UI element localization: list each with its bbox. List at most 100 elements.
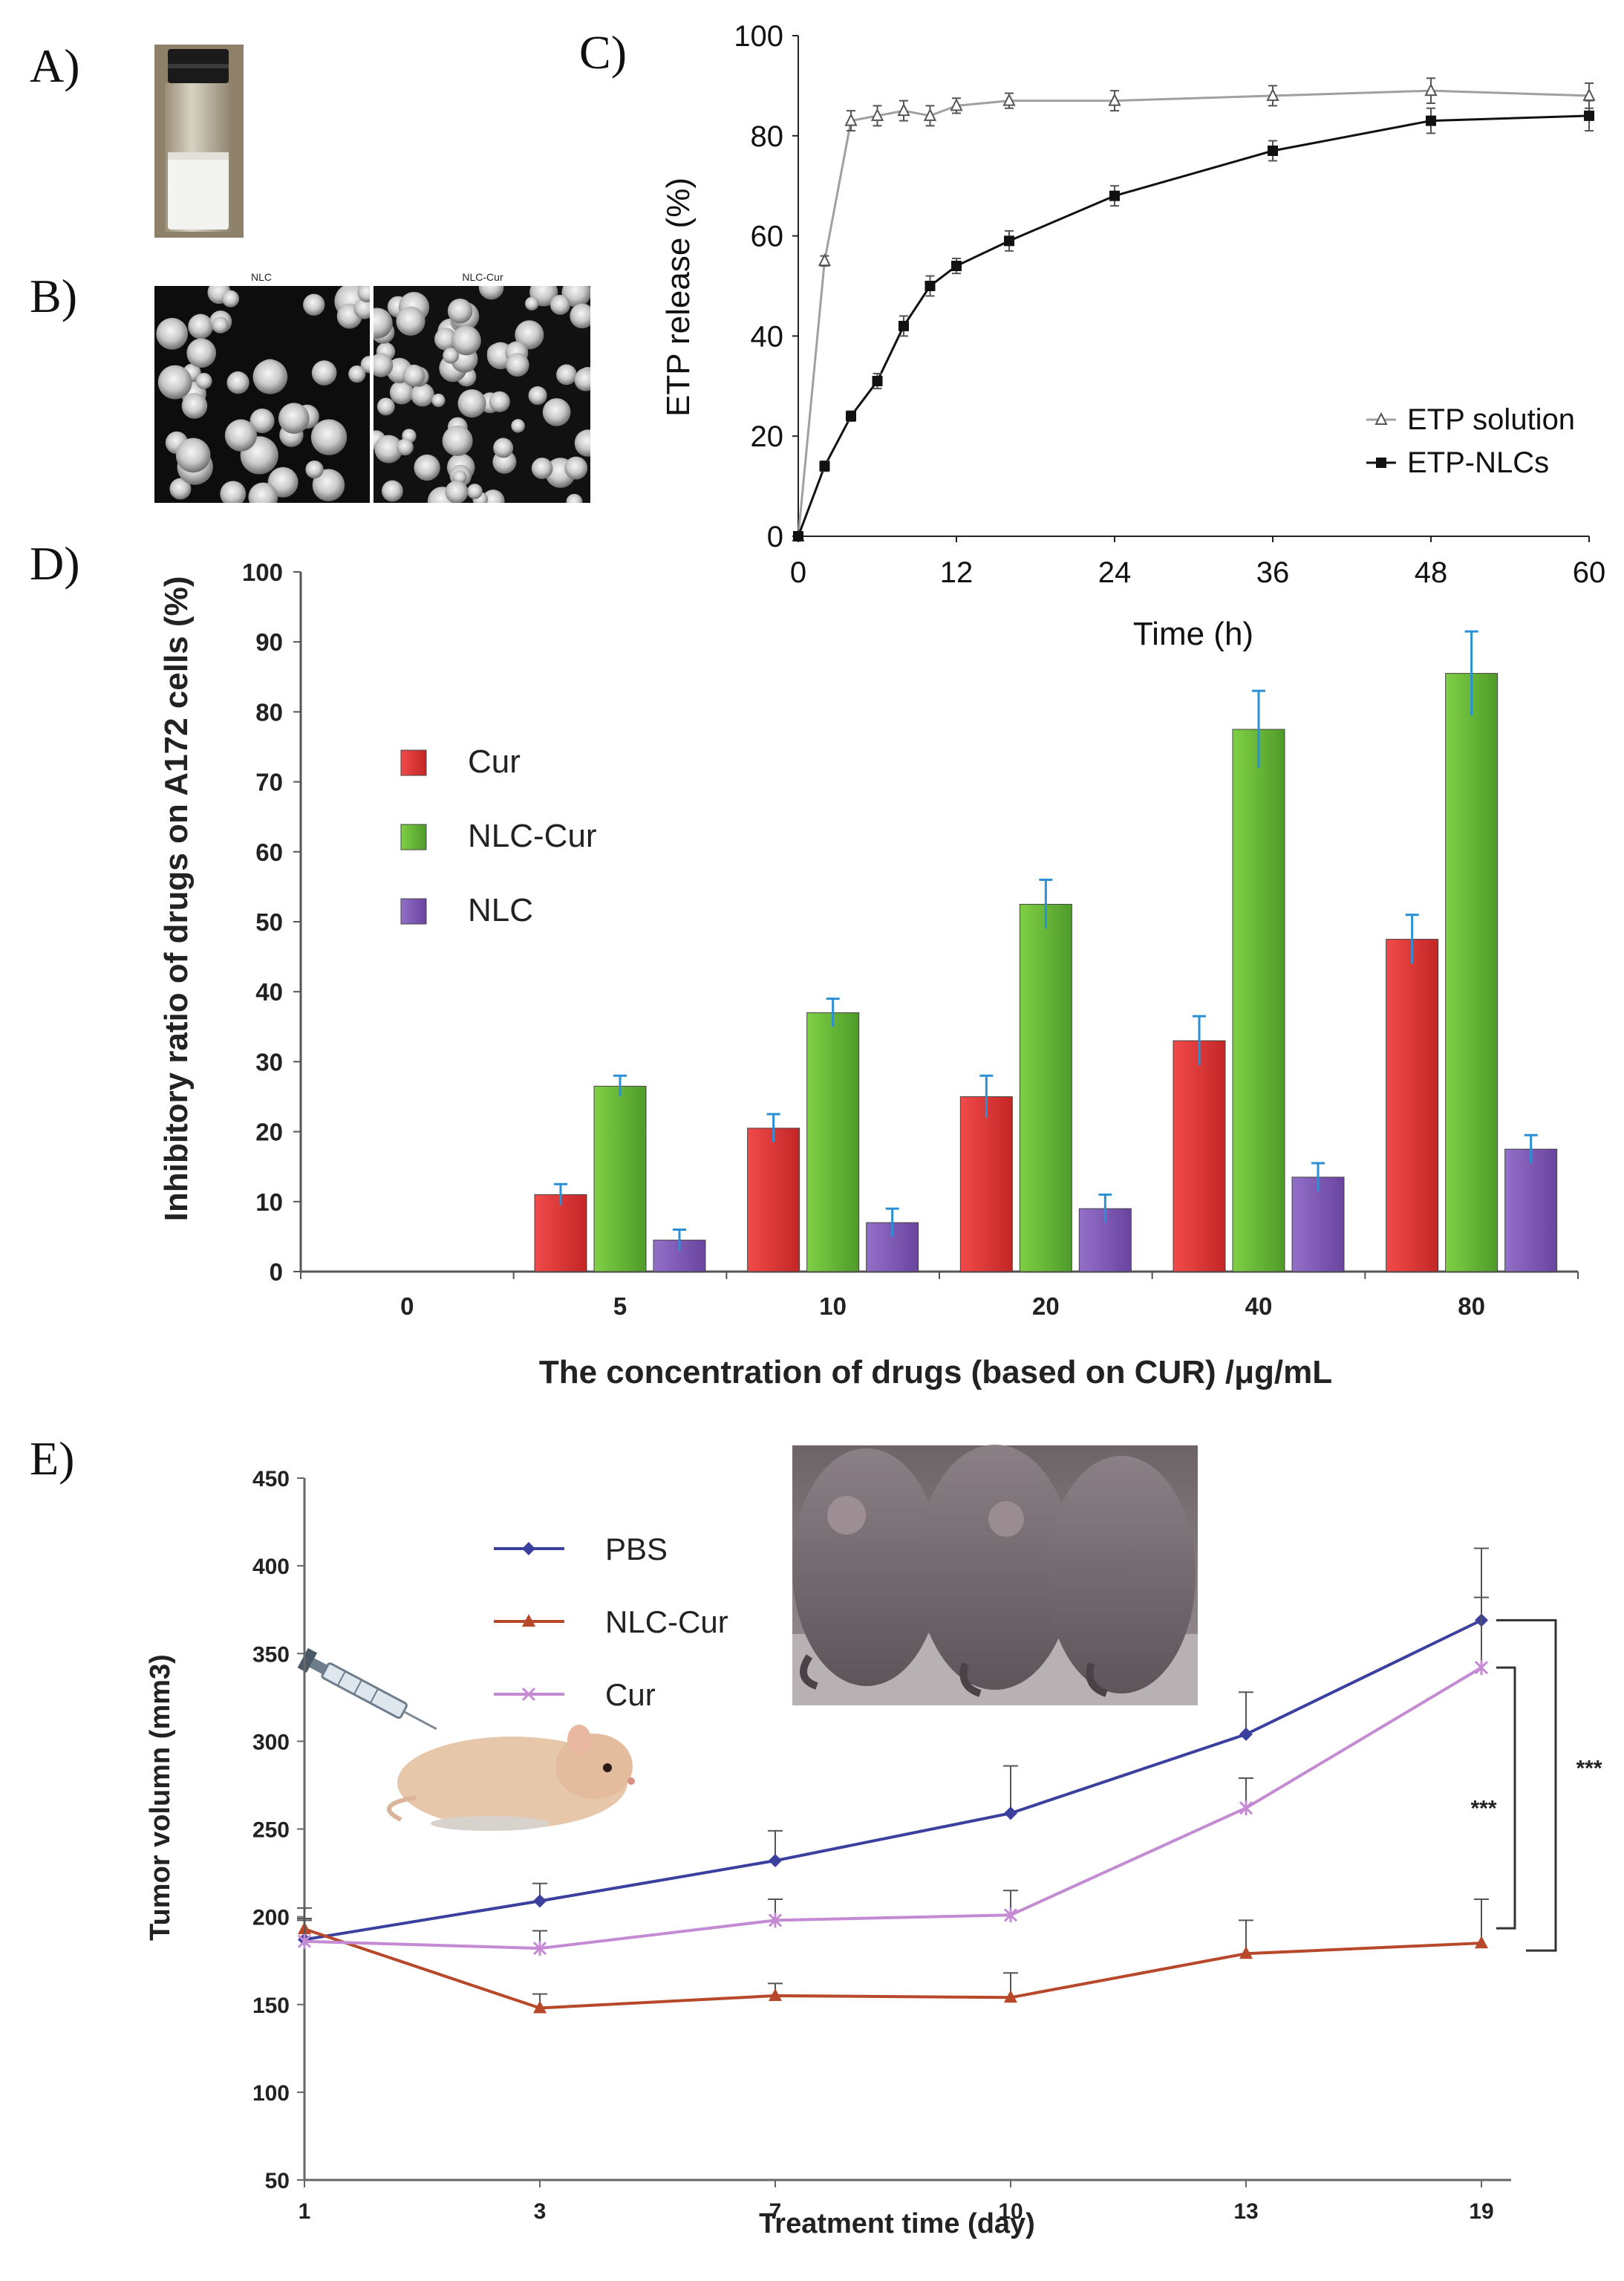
- nanoparticle: [310, 419, 348, 455]
- chart-d-legend-label: NLC: [468, 892, 533, 928]
- nanoparticle: [511, 419, 525, 433]
- nanoparticle: [221, 290, 240, 308]
- chart-d-bar-cur: [1173, 1040, 1226, 1272]
- chart-c-legend-marker: [1374, 411, 1388, 425]
- chart-c-legend-label: ETP solution: [1407, 403, 1575, 436]
- nanoparticle: [250, 409, 275, 434]
- chart-e-xlabel: Treatment time (day): [759, 2208, 1035, 2239]
- significance-bracket-inner: [1496, 1666, 1516, 1930]
- nanoparticle: [457, 389, 486, 418]
- chart-c-ylabel: ETP release (%): [660, 178, 697, 417]
- nanoparticle: [376, 397, 395, 416]
- nanoparticle: [542, 398, 571, 426]
- chart-e-x-tick-label: 1: [299, 2199, 311, 2224]
- chart-e-point-nlc-cur: [1004, 1990, 1017, 2003]
- chart-c-y-tick-label: 100: [734, 20, 783, 53]
- nanoparticle: [451, 325, 481, 356]
- chart-d-legend-swatch: [400, 824, 427, 850]
- chart-d-bar-nlc: [1504, 1148, 1558, 1272]
- chart-e-point-nlc-cur: [533, 2000, 547, 2014]
- chart-c-y-tick-label: 40: [751, 320, 784, 353]
- chart-e-point-pbs: [1004, 1806, 1017, 1820]
- nanoparticle: [252, 359, 288, 394]
- chart-e-x-tick-label: 3: [534, 2199, 547, 2224]
- chart-e-y-tick-label: 50: [265, 2169, 290, 2193]
- chart-e-y-tick-label: 450: [252, 1467, 290, 1491]
- chart-c-point-etp-solution: [950, 98, 963, 111]
- nanoparticle: [195, 372, 212, 390]
- chart-e-point-nlc-cur: [1239, 1946, 1253, 1959]
- nanoparticle: [157, 365, 192, 400]
- chart-c-point-etp-solution: [1266, 88, 1279, 101]
- chart-d-y-tick-label: 10: [255, 1188, 283, 1216]
- chart-d-y-tick-label: 60: [255, 839, 283, 866]
- chart-e-x-tick-label: 13: [1233, 2199, 1258, 2224]
- nanoparticle: [397, 438, 414, 456]
- chart-c-point-etp-solution: [1002, 93, 1016, 106]
- chart-e-series-line: [304, 1666, 1483, 1950]
- nanoparticle: [348, 365, 366, 383]
- chart-e-y-tick-label: 150: [252, 1994, 290, 2018]
- chart-e-point-pbs: [769, 1854, 782, 1868]
- tem-image-nlc: NLC: [154, 271, 370, 503]
- vial-photo: [154, 45, 244, 238]
- chart-c-y-tick-label: 60: [751, 221, 784, 253]
- chart-c-point-etp-nlcs: [951, 261, 962, 272]
- nanoparticle: [212, 316, 229, 333]
- nanoparticle: [305, 460, 324, 479]
- chart-e-series-line: [304, 1618, 1482, 1942]
- nanoparticle: [374, 435, 403, 463]
- nanoparticle: [156, 317, 189, 350]
- chart-e-point-nlc-cur: [769, 1988, 782, 2001]
- nanoparticle: [411, 383, 434, 407]
- chart-e-y-tick-label: 200: [252, 1906, 290, 1930]
- chart-c-point-etp-solution: [818, 253, 832, 267]
- nanoparticle: [414, 454, 440, 481]
- chart-d-bar-nlc-cur: [593, 1085, 647, 1272]
- chart-e-legend-label: Cur: [605, 1677, 656, 1712]
- panel-label-d: D): [30, 537, 80, 590]
- chart-e-point-cur: [768, 1913, 783, 1928]
- chart-c-point-etp-solution: [897, 103, 910, 117]
- chart-e-y-tick-label: 250: [252, 1818, 290, 1843]
- chart-e-point-cur: [532, 1941, 547, 1956]
- chart-e-ylabel: Tumor volumn (mm3): [145, 1654, 176, 1941]
- chart-d-bar-cur: [1386, 939, 1439, 1272]
- chart-d-ylabel: Inhibitory ratio of drugs on A172 cells …: [158, 576, 195, 1222]
- chart-c-point-etp-solution: [923, 108, 937, 121]
- chart-e-x-tick-label: 19: [1469, 2199, 1493, 2224]
- nanoparticle: [524, 296, 539, 311]
- nanoparticle: [303, 293, 325, 316]
- nanoparticle: [431, 393, 446, 408]
- nanoparticle: [445, 481, 469, 503]
- chart-e-legend-marker: [522, 1542, 535, 1555]
- chart-d-x-tick-label: 10: [819, 1292, 847, 1320]
- nanoparticle: [493, 437, 514, 458]
- nanoparticle: [515, 320, 544, 350]
- nanoparticle: [570, 303, 590, 329]
- chart-d-y-tick-label: 90: [255, 628, 283, 656]
- chart-c-y-tick-label: 20: [751, 420, 784, 453]
- chart-d-y-tick-label: 0: [270, 1258, 283, 1286]
- chart-c-xlabel: Time (h): [1133, 616, 1253, 652]
- chart-d-y-tick-label: 80: [255, 698, 283, 726]
- chart-c-point-etp-nlcs: [1109, 190, 1120, 201]
- significance-marker-outer: ***: [1576, 1757, 1602, 1781]
- chart-d-y-tick-label: 30: [255, 1048, 283, 1076]
- chart-c-point-etp-solution: [844, 113, 858, 126]
- nanoparticle: [564, 456, 588, 480]
- chart-c-x-tick-label: 24: [1098, 556, 1132, 589]
- chart-tumor-volume: Tumor volumn (mm3) Treatment time (day): [145, 1445, 1602, 2239]
- chart-c-point-etp-nlcs: [819, 461, 830, 472]
- chart-c-series-line: [797, 89, 1590, 537]
- chart-d-bar-nlc: [1291, 1177, 1345, 1272]
- chart-e-point-cur: [1239, 1800, 1253, 1816]
- nanoparticle: [226, 371, 250, 394]
- nanoparticle: [402, 364, 425, 387]
- chart-c-point-etp-nlcs: [872, 376, 883, 387]
- chart-d-legend-label: Cur: [468, 743, 521, 780]
- nanoparticle: [574, 429, 590, 457]
- nanoparticle: [566, 493, 583, 503]
- chart-c-point-etp-nlcs: [899, 320, 909, 331]
